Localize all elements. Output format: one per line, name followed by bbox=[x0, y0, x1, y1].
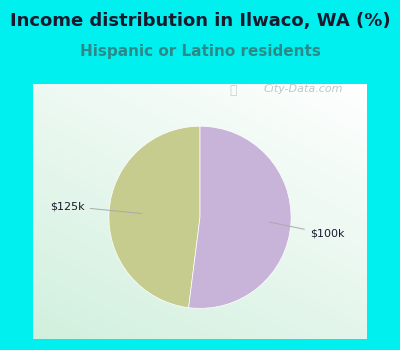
Text: Hispanic or Latino residents: Hispanic or Latino residents bbox=[80, 44, 320, 59]
Text: ⓘ: ⓘ bbox=[230, 84, 237, 97]
Text: City-Data.com: City-Data.com bbox=[264, 84, 343, 94]
Text: $100k: $100k bbox=[269, 222, 344, 239]
Wedge shape bbox=[188, 126, 291, 308]
Text: $125k: $125k bbox=[50, 201, 142, 213]
Text: Income distribution in Ilwaco, WA (%): Income distribution in Ilwaco, WA (%) bbox=[10, 12, 390, 30]
Wedge shape bbox=[109, 126, 200, 308]
